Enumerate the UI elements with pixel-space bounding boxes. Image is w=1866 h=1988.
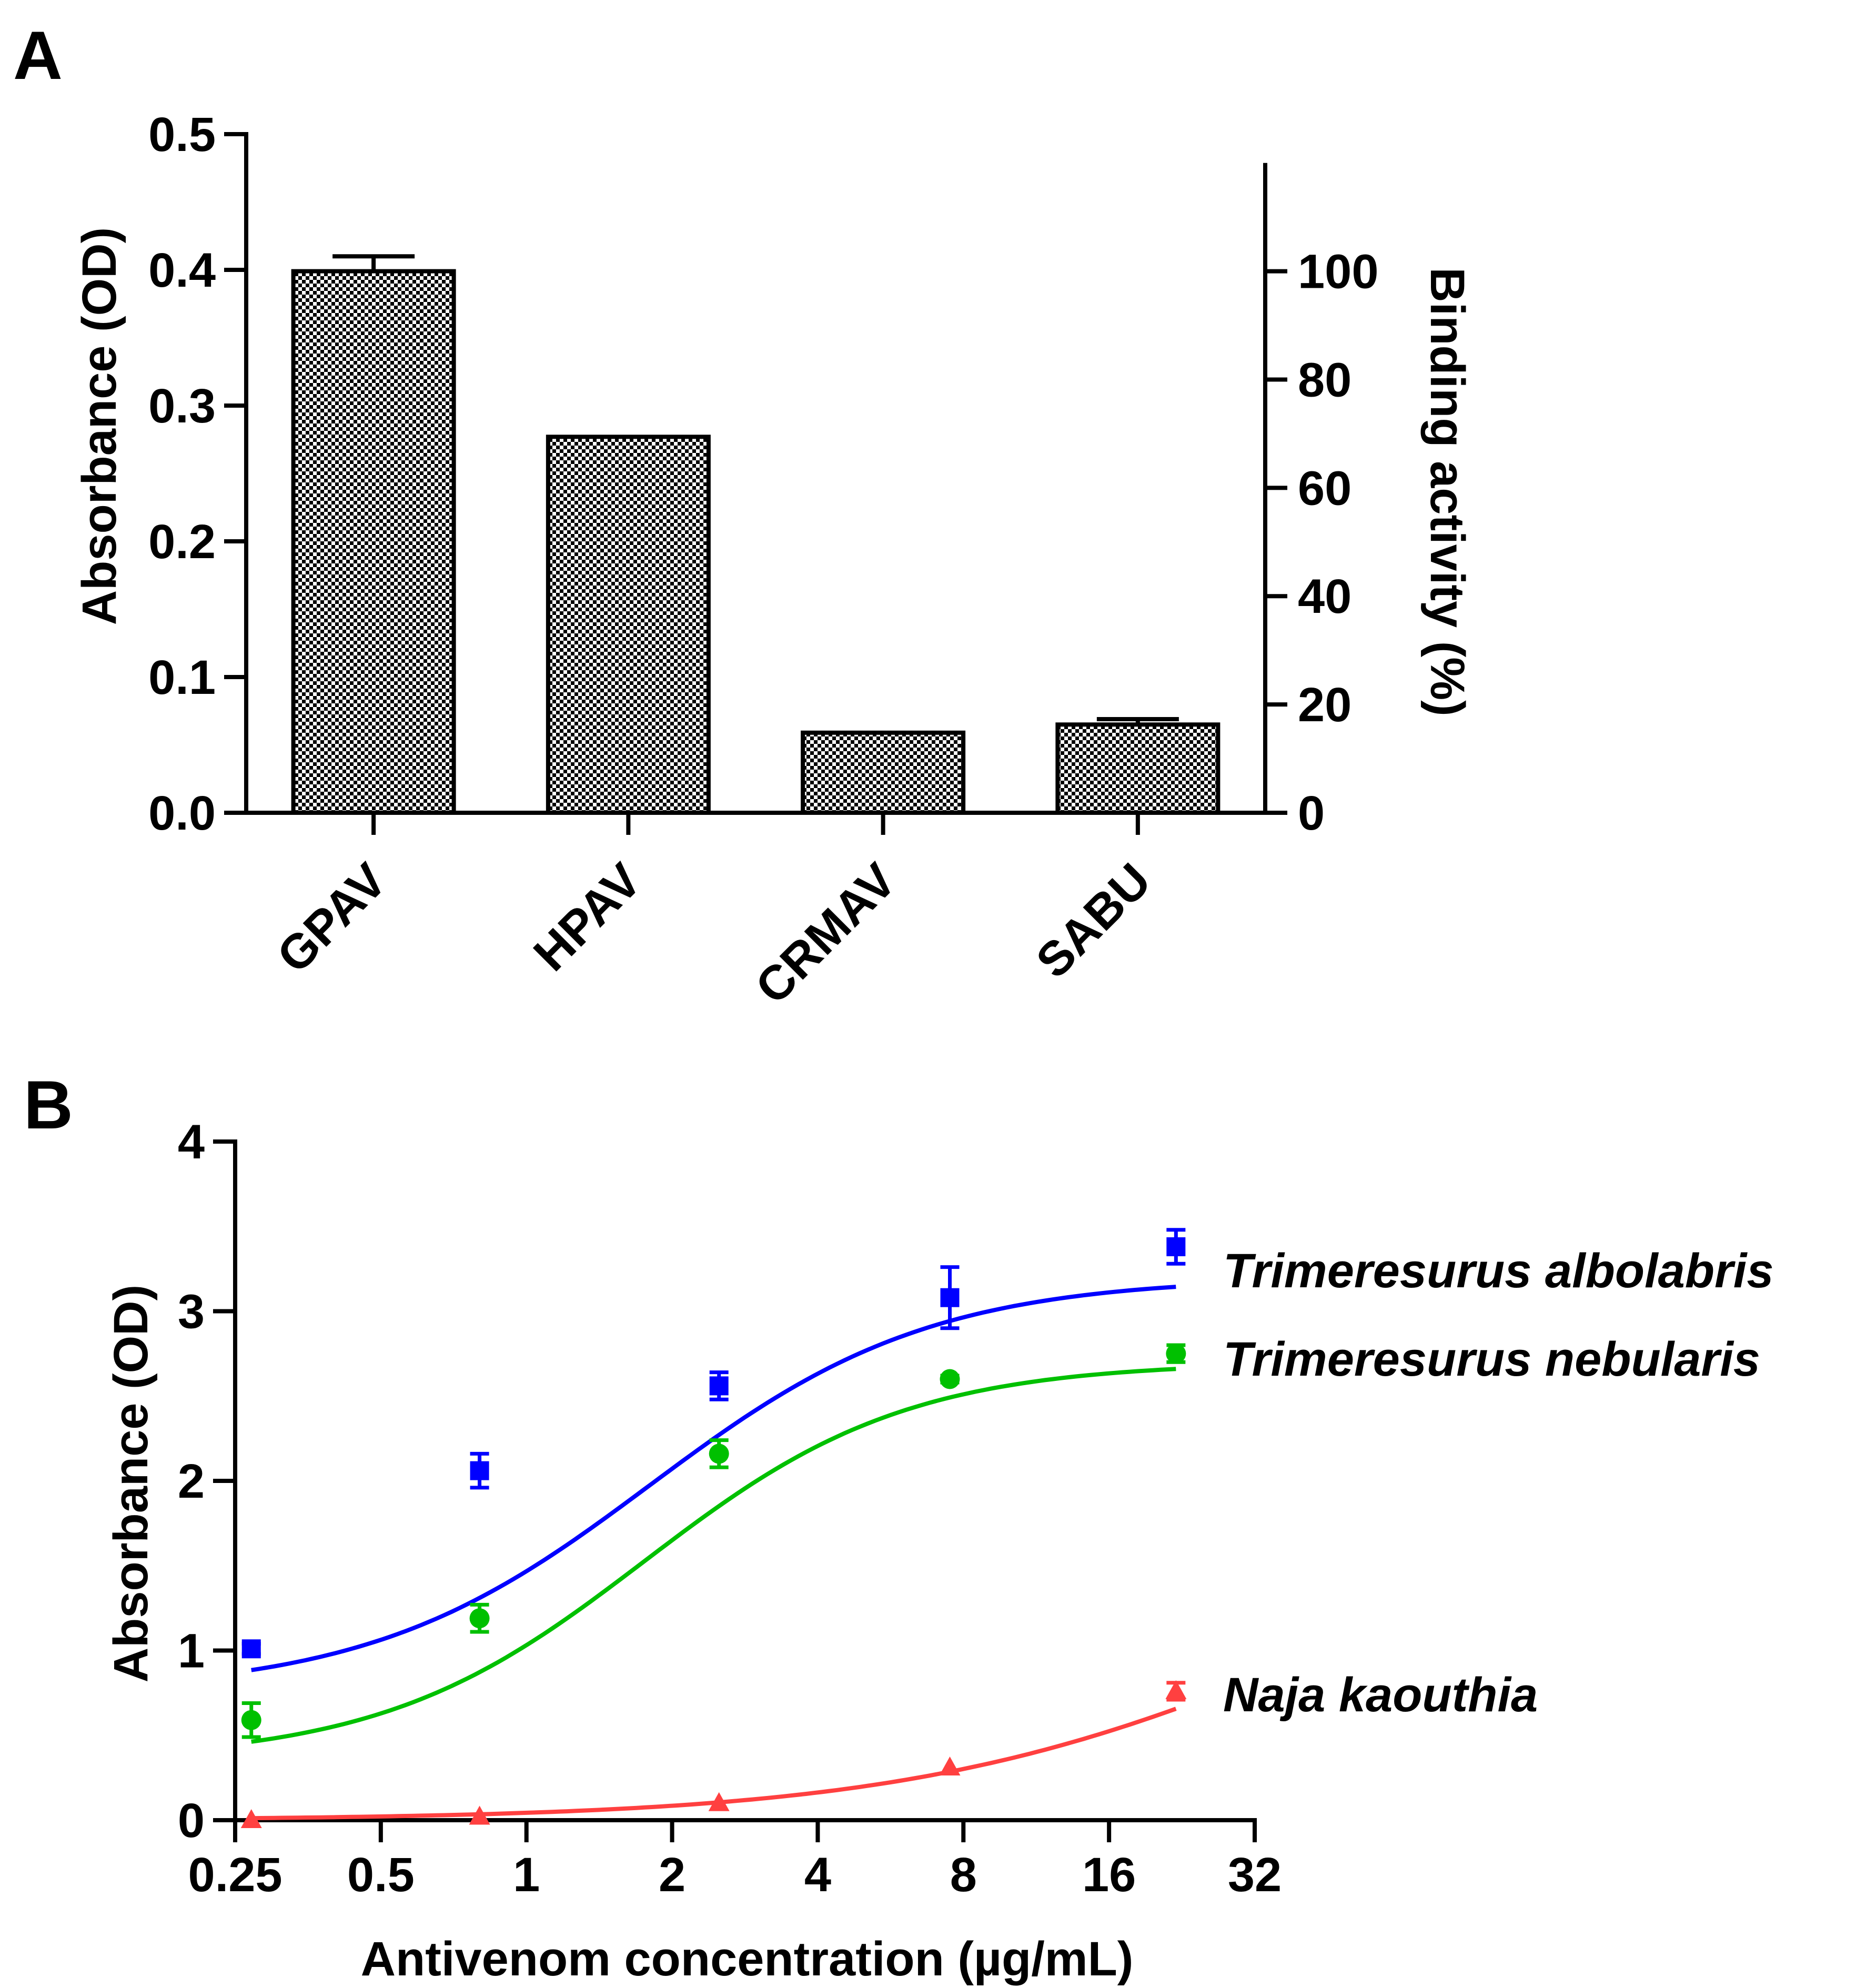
panel-b-y-tick-label: 0 <box>178 1794 205 1848</box>
point-trimeresurus-albolabris <box>1166 1237 1186 1256</box>
bar-crmav <box>801 730 966 815</box>
panel-a-y2-tick-label: 0 <box>1298 786 1325 840</box>
panel-b-y-tick-label: 2 <box>178 1455 205 1508</box>
panel-b-axes <box>213 1139 1257 1842</box>
point-naja-kaouthia <box>469 1805 490 1825</box>
panel-b-x-tick-label: 16 <box>1082 1848 1136 1902</box>
point-naja-kaouthia <box>939 1757 961 1776</box>
panel-a-y-tick-label: 0.5 <box>148 108 216 162</box>
panel-b-x-tick-label: 4 <box>804 1848 831 1902</box>
panel-b-line-chart: B 0 1 2 3 4 0.25 0.5 1 2 4 8 16 32 Trimeresurus alb… <box>24 1066 1774 1986</box>
panel-b-y-tick-label: 3 <box>178 1285 205 1339</box>
panel-b-y-tick-labels: 0 1 2 3 4 <box>178 1115 205 1848</box>
panel-a-y-tick-label: 0.1 <box>148 651 216 704</box>
panel-b-x-tick-labels: 0.25 0.5 1 2 4 8 16 32 <box>188 1848 1282 1902</box>
panel-a-bars <box>291 254 1221 815</box>
panel-b-series-labels: Trimeresurus albolabris Trimeresurus neb… <box>1223 1244 1774 1722</box>
bar-sabu <box>1055 722 1221 815</box>
panel-a-label: A <box>13 17 63 94</box>
panel-b-x-tick-label: 0.5 <box>347 1848 415 1902</box>
point-trimeresurus-nebularis <box>709 1444 729 1464</box>
panel-b-label: B <box>24 1066 73 1143</box>
panel-b-x-tick-label: 8 <box>950 1848 977 1902</box>
panel-a-y2-tick-label: 60 <box>1298 461 1351 515</box>
bar-hpav <box>546 435 711 815</box>
fit-curve-trimeresurus-nebularis <box>251 1367 1176 1744</box>
series-label-trimeresurus-albolabris: Trimeresurus albolabris <box>1223 1244 1774 1298</box>
panel-a-y-tick-label: 0.0 <box>148 786 216 840</box>
series-label-trimeresurus-nebularis: Trimeresurus nebularis <box>1223 1333 1760 1386</box>
panel-b-y-tick-label: 1 <box>178 1624 205 1678</box>
point-trimeresurus-nebularis <box>1166 1344 1186 1364</box>
series-label-naja-kaouthia: Naja kaouthia <box>1223 1668 1538 1722</box>
panel-b-y-tick-label: 4 <box>178 1115 205 1169</box>
panel-a-y-axis-title: Absorbance (OD) <box>73 227 126 625</box>
panel-b-x-axis-title: Antivenom concentration (µg/mL) <box>361 1932 1134 1986</box>
point-trimeresurus-albolabris <box>940 1288 960 1307</box>
panel-b-data-points <box>240 1228 1187 1828</box>
panel-b-x-tick-label: 1 <box>513 1848 540 1902</box>
point-trimeresurus-nebularis <box>241 1710 261 1730</box>
panel-a-y2-tick-label: 40 <box>1298 570 1351 623</box>
panel-a-y-tick-label: 0.2 <box>148 515 216 569</box>
panel-a-y2-tick-label: 20 <box>1298 678 1351 732</box>
point-trimeresurus-nebularis <box>940 1369 960 1389</box>
point-trimeresurus-nebularis <box>469 1608 490 1629</box>
panel-a-y-tick-labels: 0.0 0.1 0.2 0.3 0.4 0.5 <box>148 108 216 840</box>
panel-a-y2-axis-title: Binding activity (%) <box>1420 267 1474 717</box>
bar-gpav <box>291 269 456 815</box>
panel-b-x-tick-label: 0.25 <box>188 1848 282 1902</box>
panel-a-y2-tick-label: 80 <box>1298 353 1351 407</box>
point-trimeresurus-albolabris <box>241 1639 261 1659</box>
point-naja-kaouthia <box>708 1792 730 1811</box>
panel-a-y-tick-label: 0.3 <box>148 379 216 433</box>
panel-a-y2-tick-label: 100 <box>1298 245 1379 299</box>
panel-b-x-tick-label: 2 <box>659 1848 685 1902</box>
panel-a-y-tick-label: 0.4 <box>148 244 216 297</box>
point-trimeresurus-albolabris <box>709 1376 729 1396</box>
panel-a-y2-tick-labels: 0 20 40 60 80 100 <box>1298 245 1379 840</box>
point-trimeresurus-albolabris <box>470 1461 489 1480</box>
point-naja-kaouthia <box>1165 1680 1187 1699</box>
point-naja-kaouthia <box>240 1809 262 1828</box>
panel-b-x-tick-label: 32 <box>1228 1848 1282 1902</box>
panel-b-y-axis-title: Absorbance (OD) <box>104 1285 158 1683</box>
